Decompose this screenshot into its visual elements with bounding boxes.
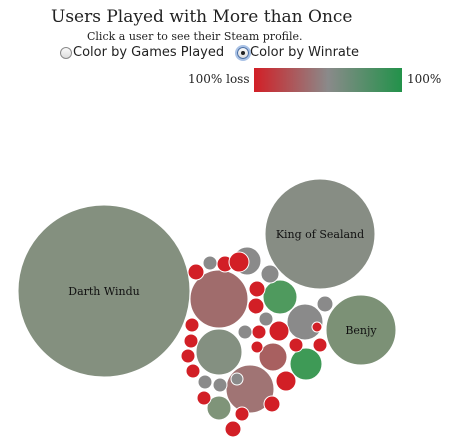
user-bubble[interactable] [224,420,242,438]
user-bubble[interactable] [251,324,267,340]
user-bubble[interactable] [312,337,328,353]
user-bubble[interactable] [275,370,297,392]
user-bubble-label: Benjy [345,324,377,337]
user-bubble[interactable] [248,280,266,298]
user-bubble[interactable] [212,377,228,393]
legend-loss-label: 100% loss [188,72,250,86]
user-bubble[interactable] [316,295,334,313]
user-bubble[interactable] [325,294,397,366]
user-bubble[interactable] [196,390,212,406]
user-bubble[interactable] [258,311,274,327]
user-bubble[interactable] [230,372,244,386]
user-bubble[interactable] [262,279,298,315]
user-bubble[interactable] [197,374,213,390]
user-bubble-label: Darth Windu [68,285,139,298]
radio-button-unselected[interactable] [60,46,72,59]
user-bubble[interactable] [184,317,200,333]
user-bubble[interactable] [183,333,199,349]
user-bubble[interactable] [185,363,201,379]
user-bubble[interactable] [234,406,250,422]
user-bubble[interactable] [206,395,232,421]
user-bubble[interactable] [250,340,264,354]
user-bubble[interactable] [268,320,290,342]
user-bubble-label: King of Sealand [276,228,364,241]
user-bubble[interactable] [202,255,218,271]
page-subtitle: Click a user to see their Steam profile. [87,30,303,43]
color-by-winrate-label: Color by Winrate [250,45,359,60]
color-by-winrate-option[interactable]: Color by Winrate [237,45,359,60]
color-by-games-played-label: Color by Games Played [73,45,225,60]
user-bubble[interactable] [260,264,280,284]
user-bubble[interactable] [311,321,323,333]
user-bubble[interactable] [237,324,253,340]
user-bubble[interactable] [288,337,304,353]
color-by-games-played-option[interactable]: Color by Games Played [60,45,224,60]
user-bubble[interactable] [187,263,205,281]
user-bubble[interactable] [228,251,250,273]
user-bubble[interactable] [195,328,243,376]
legend-win-label: 100% [407,72,442,86]
user-bubble[interactable] [17,204,191,378]
winrate-gradient-legend [254,68,402,92]
user-bubble[interactable] [263,395,281,413]
user-bubble[interactable] [247,297,265,315]
user-bubble[interactable] [289,347,323,381]
user-bubble[interactable] [180,348,196,364]
user-bubble[interactable] [258,342,288,372]
radio-button-selected[interactable] [237,46,249,59]
page-title: Users Played with More than Once [51,7,353,27]
user-bubble[interactable] [264,178,376,290]
